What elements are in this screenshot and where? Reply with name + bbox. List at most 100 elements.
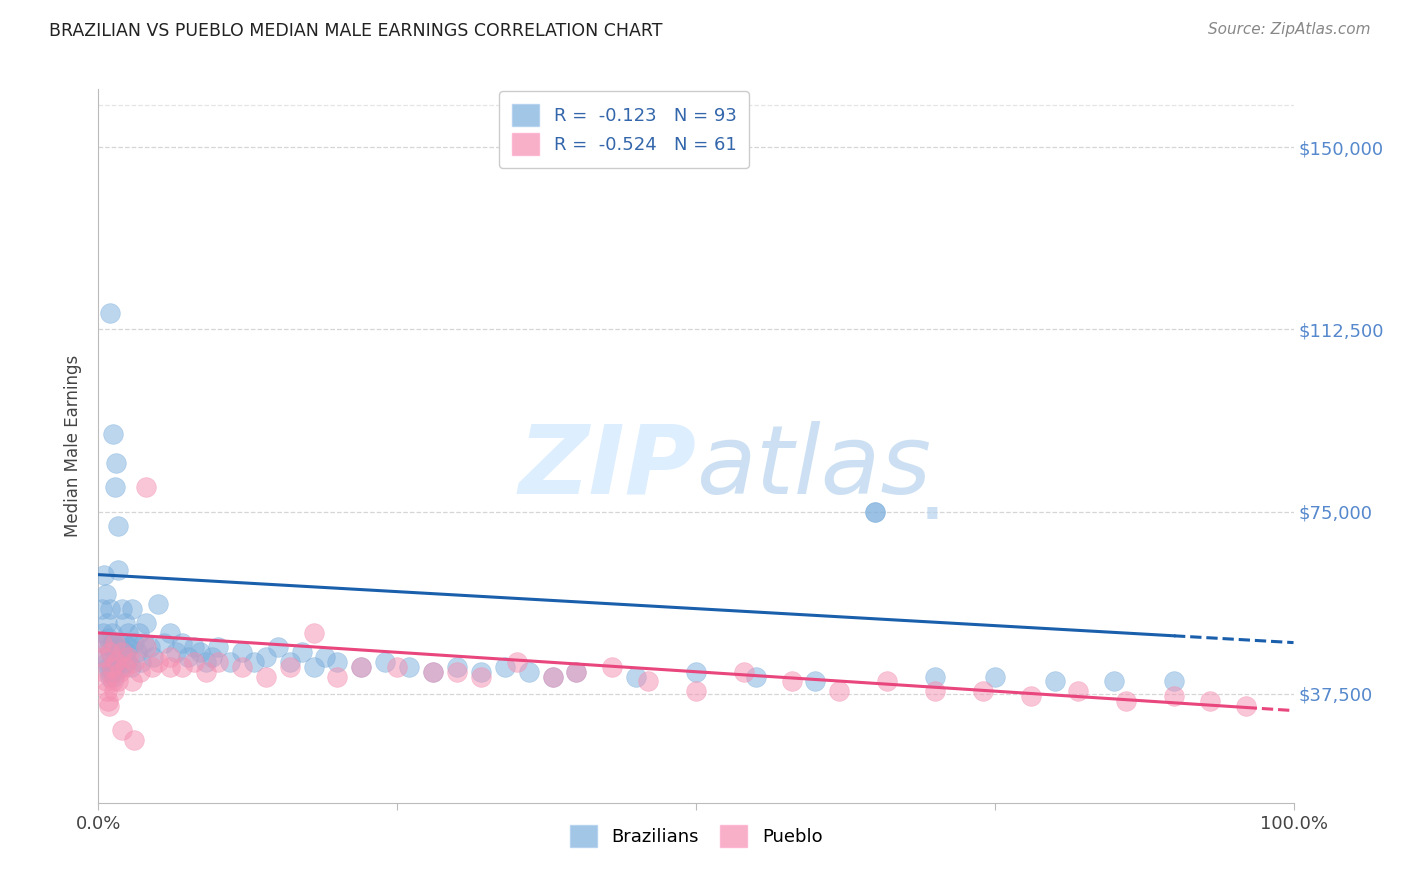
- Point: [153, 635, 176, 649]
- Point: [107, 519, 129, 533]
- Point: [98, 670, 122, 684]
- Point: [924, 670, 946, 684]
- Point: [254, 670, 277, 684]
- Point: [374, 655, 396, 669]
- Point: [97, 631, 120, 645]
- Point: [96, 655, 118, 669]
- Point: [745, 670, 768, 684]
- Point: [107, 655, 129, 669]
- Point: [637, 674, 659, 689]
- Point: [733, 665, 755, 679]
- Point: [105, 456, 128, 470]
- Point: [195, 655, 218, 669]
- Point: [94, 587, 117, 601]
- Point: [177, 650, 200, 665]
- Point: [104, 635, 127, 649]
- Point: [101, 426, 124, 441]
- Point: [98, 305, 122, 319]
- Point: [101, 674, 124, 689]
- Point: [1043, 674, 1066, 689]
- Point: [98, 645, 122, 659]
- Point: [114, 616, 136, 631]
- Point: [315, 650, 337, 665]
- Point: [141, 660, 163, 674]
- Point: [91, 635, 114, 649]
- Point: [96, 616, 118, 631]
- Point: [101, 635, 124, 649]
- Point: [139, 640, 162, 655]
- Point: [142, 650, 165, 665]
- Point: [135, 640, 157, 655]
- Point: [135, 480, 157, 494]
- Point: [565, 665, 588, 679]
- Point: [188, 645, 211, 659]
- Point: [1104, 674, 1126, 689]
- Point: [1163, 689, 1185, 703]
- Point: [93, 635, 115, 649]
- Point: [159, 650, 181, 665]
- Point: [494, 660, 516, 674]
- Point: [100, 626, 122, 640]
- Point: [124, 655, 146, 669]
- Point: [121, 674, 143, 689]
- Point: [105, 660, 128, 674]
- Point: [103, 670, 125, 684]
- Point: [231, 645, 253, 659]
- Point: [124, 635, 146, 649]
- Point: [385, 660, 409, 674]
- Text: ZIP: ZIP: [517, 421, 696, 514]
- Point: [98, 665, 121, 679]
- Point: [685, 665, 707, 679]
- Point: [291, 645, 314, 659]
- Point: [114, 660, 136, 674]
- Point: [103, 640, 125, 655]
- Point: [984, 670, 1007, 684]
- Point: [243, 655, 266, 669]
- Point: [108, 635, 131, 649]
- Point: [172, 635, 194, 649]
- Point: [201, 650, 224, 665]
- Text: BRAZILIAN VS PUEBLO MEDIAN MALE EARNINGS CORRELATION CHART: BRAZILIAN VS PUEBLO MEDIAN MALE EARNINGS…: [49, 22, 662, 40]
- Point: [159, 626, 181, 640]
- Point: [1199, 694, 1222, 708]
- Point: [128, 626, 150, 640]
- Point: [91, 601, 114, 615]
- Point: [626, 670, 648, 684]
- Point: [422, 665, 444, 679]
- Point: [602, 660, 624, 674]
- Point: [865, 504, 887, 518]
- Point: [828, 684, 851, 698]
- Point: [148, 655, 170, 669]
- Point: [94, 650, 117, 665]
- Point: [104, 665, 127, 679]
- Point: [972, 684, 994, 698]
- Point: [565, 665, 588, 679]
- Point: [97, 660, 120, 674]
- Point: [131, 655, 153, 669]
- Point: [446, 660, 468, 674]
- Point: [118, 640, 141, 655]
- Point: [135, 616, 157, 631]
- Point: [125, 645, 148, 659]
- Point: [804, 674, 827, 689]
- Point: [195, 665, 218, 679]
- Point: [278, 660, 301, 674]
- Point: [93, 567, 115, 582]
- Point: [107, 650, 129, 665]
- Point: [120, 660, 142, 674]
- Point: [117, 626, 139, 640]
- Point: [107, 674, 129, 689]
- Point: [517, 665, 540, 679]
- Point: [1115, 694, 1137, 708]
- Point: [183, 655, 205, 669]
- Point: [219, 655, 242, 669]
- Legend: Brazilians, Pueblo: Brazilians, Pueblo: [558, 814, 834, 858]
- Point: [326, 670, 349, 684]
- Point: [104, 645, 127, 659]
- Point: [1234, 698, 1257, 713]
- Y-axis label: Median Male Earnings: Median Male Earnings: [65, 355, 83, 537]
- Point: [350, 660, 373, 674]
- Text: .: .: [917, 446, 948, 539]
- Point: [470, 665, 492, 679]
- Point: [124, 732, 146, 747]
